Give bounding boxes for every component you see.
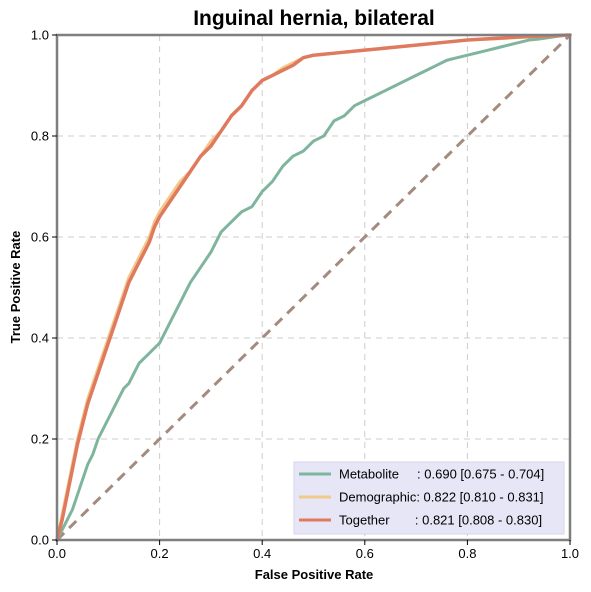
y-tick-label: 0.2 [31, 432, 49, 447]
x-tick-label: 1.0 [561, 546, 579, 561]
series-line-metabolite [55, 33, 572, 542]
x-tick-label: 0.0 [48, 546, 66, 561]
legend-label-metabolite: Metabolite : 0.690 [0.675 - 0.704] [339, 467, 544, 482]
chart-title: Inguinal hernia, bilateral [193, 7, 435, 30]
x-tick-label: 0.8 [458, 546, 476, 561]
y-tick-label: 0.6 [31, 230, 49, 245]
chance-diagonal [55, 33, 572, 542]
series-line-together [55, 33, 572, 542]
y-axis-label: True Positive Rate [8, 231, 23, 344]
x-tick-label: 0.4 [253, 546, 271, 561]
x-axis-label: False Positive Rate [255, 567, 374, 582]
y-tick-label: 0.4 [31, 331, 49, 346]
y-tick-label: 1.0 [31, 28, 49, 43]
y-tick-label: 0.0 [31, 533, 49, 548]
y-axis-ticks: 0.0 0.2 0.4 0.6 0.8 1.0 [31, 28, 57, 548]
x-tick-label: 0.2 [151, 546, 169, 561]
legend-box [293, 461, 565, 535]
grid-lines [57, 35, 570, 540]
series-lines [55, 33, 572, 542]
y-tick-label: 0.8 [31, 129, 49, 144]
x-tick-label: 0.6 [356, 546, 374, 561]
chance-line [55, 33, 572, 542]
legend: Metabolite : 0.690 [0.675 - 0.704] Demogr… [293, 461, 565, 535]
legend-label-demographic: Demographic: 0.822 [0.810 - 0.831] [339, 490, 544, 505]
legend-label-together: Together : 0.821 [0.808 - 0.830] [339, 513, 542, 528]
plot-frame [55, 33, 572, 542]
x-axis-ticks: 0.0 0.2 0.4 0.6 0.8 1.0 [48, 540, 579, 561]
